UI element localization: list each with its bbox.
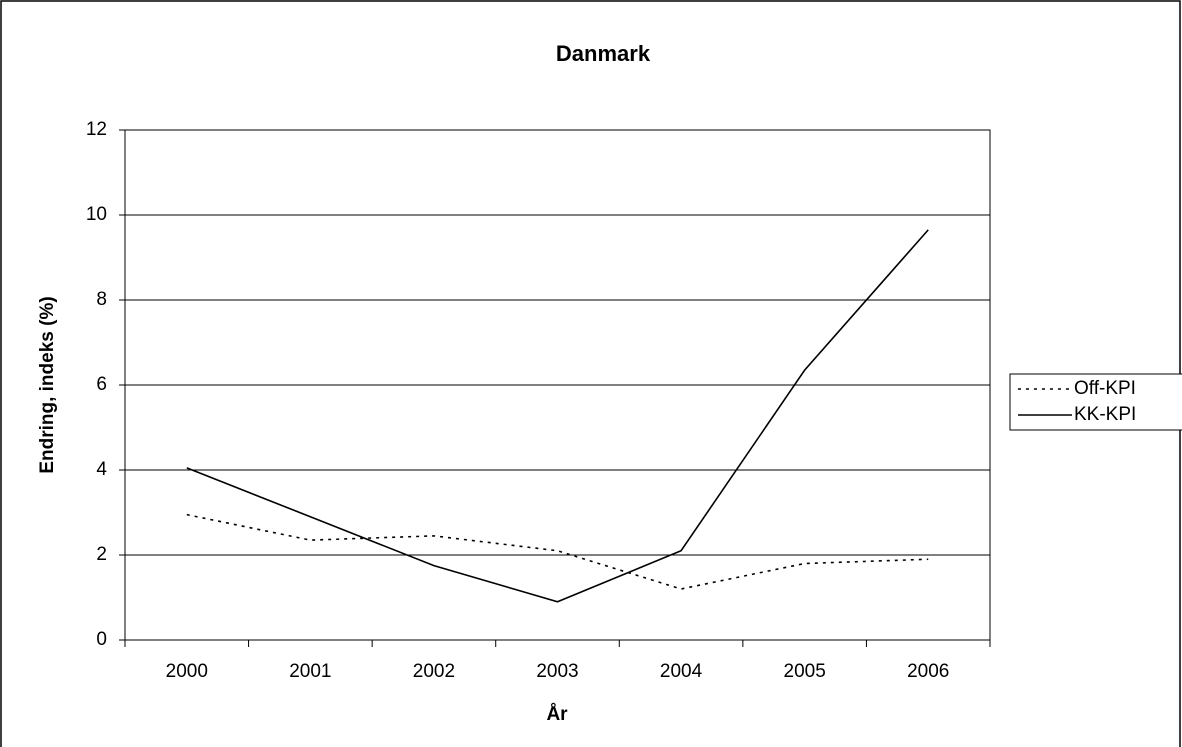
legend-label: KK-KPI	[1074, 404, 1136, 425]
x-tick-label: 2000	[166, 661, 208, 682]
x-tick-label: 2003	[536, 661, 578, 682]
x-tick-label: 2004	[660, 661, 703, 682]
x-axis-label: År	[546, 704, 568, 725]
y-tick-label: 10	[86, 204, 107, 225]
series-line	[186, 229, 929, 603]
x-tick-label: 2005	[784, 661, 826, 682]
legend-box	[1009, 373, 1182, 431]
x-tick-label: 2001	[289, 661, 331, 682]
legend-label: Off-KPI	[1074, 378, 1136, 399]
y-tick-label: 2	[96, 544, 107, 565]
chart-title: Danmark	[556, 41, 651, 66]
y-tick-label: 0	[96, 629, 107, 650]
y-tick-label: 6	[96, 374, 107, 395]
y-axis-label: Endring, indeks (%)	[37, 296, 58, 473]
y-tick-label: 4	[96, 459, 107, 480]
y-tick-label: 8	[96, 289, 107, 310]
x-tick-label: 2006	[907, 661, 949, 682]
y-tick-label: 12	[86, 119, 107, 140]
x-tick-label: 2002	[413, 661, 455, 682]
